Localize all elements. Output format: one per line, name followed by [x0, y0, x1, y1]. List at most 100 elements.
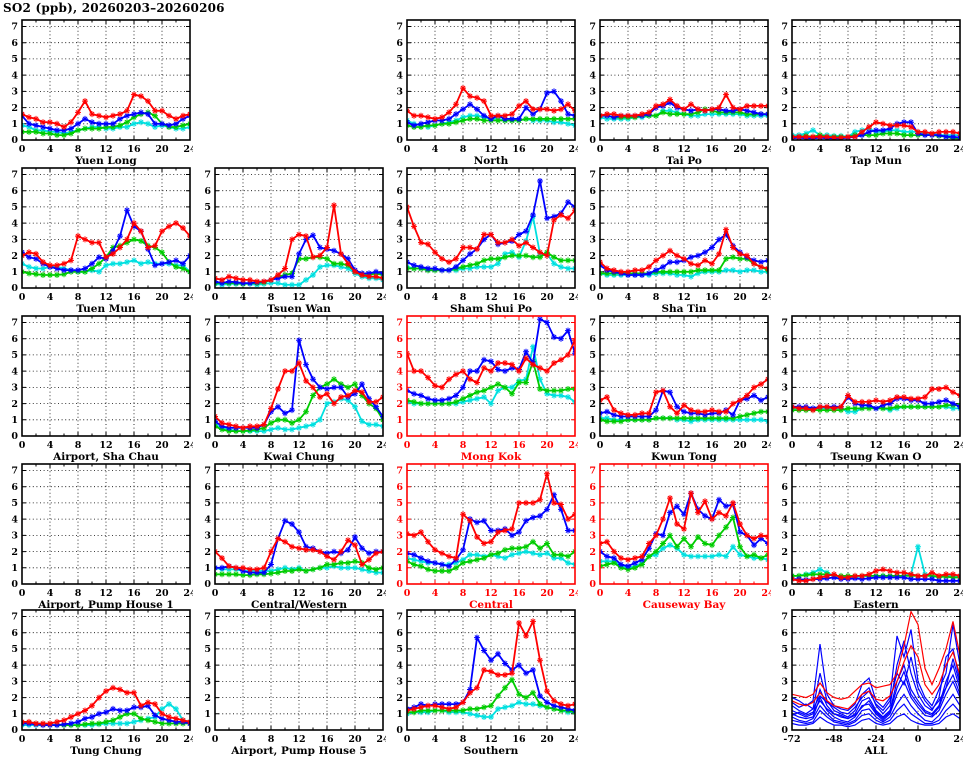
y-tick-label: 4: [11, 660, 18, 671]
y-tick-label: 2: [781, 103, 788, 114]
y-tick-label: 1: [396, 267, 403, 278]
plot-frame: [791, 463, 961, 585]
markers-red: [215, 360, 383, 431]
markers-red: [407, 618, 575, 714]
x-tick-label: 12: [99, 144, 112, 155]
x-tick-label: 12: [292, 440, 305, 451]
x-tick-label: 24: [761, 144, 771, 155]
y-tick-label: 3: [589, 87, 596, 98]
y-tick-label: 6: [396, 482, 403, 493]
chart-title: Eastern: [853, 599, 899, 611]
y-tick-label: 2: [11, 399, 18, 410]
y-tick-label: 6: [11, 334, 18, 345]
y-tick-label: 7: [781, 466, 788, 477]
markers-red: [215, 535, 383, 573]
x-tick-label: 4: [240, 440, 247, 451]
x-tick-label: 16: [127, 144, 141, 155]
markers-blue: [22, 207, 190, 274]
x-tick-label: 24: [183, 734, 193, 745]
x-tick-label: 12: [99, 734, 112, 745]
y-tick-label: 5: [11, 644, 18, 655]
y-tick-label: 0: [396, 135, 403, 146]
y-tick-label: 6: [204, 186, 211, 197]
x-tick-label: 12: [869, 144, 882, 155]
y-tick-label: 0: [204, 431, 211, 442]
x-tick-label: 24: [183, 144, 193, 155]
y-tick-label: 4: [589, 218, 596, 229]
chart-title: Tseung Kwan O: [830, 451, 921, 463]
plot-frame: [21, 609, 191, 731]
markers-red: [792, 566, 960, 584]
x-tick-label: 20: [155, 292, 169, 303]
x-tick-label: 4: [625, 440, 632, 451]
x-tick-label: 20: [155, 734, 169, 745]
y-tick-label: 2: [396, 103, 403, 114]
plot-frame: [406, 609, 576, 731]
x-tick-label: 16: [705, 144, 719, 155]
y-tick-label: 0: [396, 431, 403, 442]
x-tick-label: 0: [212, 734, 219, 745]
x-tick-label: 12: [292, 588, 305, 599]
x-tick-label: 8: [460, 144, 467, 155]
plot-frame: [214, 463, 384, 585]
x-tick-label: 24: [953, 588, 963, 599]
x-tick-label: 12: [484, 734, 497, 745]
markers-red: [600, 376, 768, 418]
series-station-8: [792, 656, 960, 715]
x-tick-label: 24: [761, 588, 771, 599]
y-tick-label: 0: [11, 135, 18, 146]
x-tick-label: 24: [183, 292, 193, 303]
y-tick-label: 0: [781, 135, 788, 146]
x-tick-label: 8: [75, 734, 82, 745]
markers-green: [22, 109, 190, 139]
x-tick-label: 12: [99, 588, 112, 599]
y-tick-label: 2: [11, 693, 18, 704]
y-tick-label: 2: [589, 547, 596, 558]
x-tick-label: 12: [869, 440, 882, 451]
chart-tseung-kwan-o: 0123456704812162024Tseung Kwan O: [781, 315, 963, 463]
y-tick-label: 7: [11, 612, 18, 623]
plot-frame: [599, 315, 769, 437]
x-tick-label: 8: [268, 588, 275, 599]
markers-red: [407, 337, 575, 391]
y-tick-label: 1: [204, 415, 211, 426]
series-station-6: [792, 703, 960, 726]
y-tick-label: 1: [204, 267, 211, 278]
y-tick-label: 7: [11, 22, 18, 33]
y-tick-label: 0: [589, 283, 596, 294]
x-tick-label: 12: [677, 588, 690, 599]
y-tick-label: 6: [204, 334, 211, 345]
x-tick-label: 12: [677, 144, 690, 155]
y-tick-label: 5: [204, 202, 211, 213]
y-tick-label: 3: [589, 235, 596, 246]
y-tick-label: 1: [589, 563, 596, 574]
y-tick-label: 2: [781, 547, 788, 558]
series-highlight-1: [792, 644, 960, 710]
x-tick-label: 4: [625, 588, 632, 599]
y-tick-label: 4: [204, 514, 211, 525]
y-tick-label: 0: [11, 579, 18, 590]
x-tick-label: 24: [568, 144, 578, 155]
x-tick-label: 4: [47, 734, 54, 745]
y-tick-label: 7: [204, 466, 211, 477]
y-tick-label: 3: [396, 235, 403, 246]
x-tick-label: 4: [47, 440, 54, 451]
x-tick-label: 8: [75, 292, 82, 303]
y-tick-label: 2: [11, 251, 18, 262]
x-tick-label: 0: [404, 144, 411, 155]
x-tick-label: 0: [404, 440, 411, 451]
y-tick-label: 1: [396, 709, 403, 720]
y-tick-label: 4: [781, 70, 788, 81]
y-tick-label: 3: [204, 531, 211, 542]
markers-green: [407, 538, 575, 574]
chart-kwai-chung: 0123456704812162024Kwai Chung: [204, 315, 386, 463]
y-tick-label: 3: [396, 87, 403, 98]
y-tick-label: 1: [396, 119, 403, 130]
y-tick-label: 4: [781, 366, 788, 377]
x-tick-label: 20: [540, 440, 554, 451]
y-tick-label: 4: [589, 70, 596, 81]
x-tick-label: 16: [897, 144, 911, 155]
y-tick-label: 6: [589, 38, 596, 49]
series-station-3: [792, 663, 960, 720]
plot-frame: [214, 315, 384, 437]
